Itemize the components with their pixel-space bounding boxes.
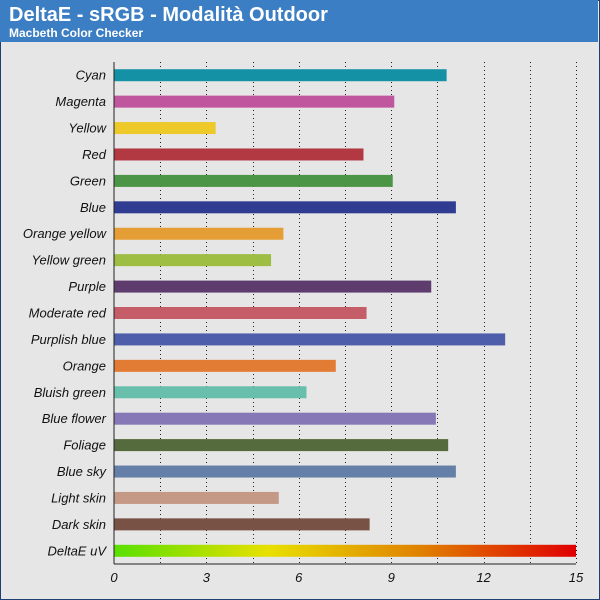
bar-magenta <box>114 95 395 108</box>
bar-green <box>114 174 393 187</box>
category-label: Blue <box>80 200 106 215</box>
bar-dark-skin <box>114 518 370 531</box>
category-label: Orange yellow <box>23 226 108 241</box>
category-label: Purple <box>68 279 106 294</box>
x-tick-label: 3 <box>203 570 211 585</box>
x-tick-label: 6 <box>295 570 303 585</box>
category-label: Light skin <box>51 490 106 505</box>
bar-light-skin <box>114 491 279 504</box>
bar-foliage <box>114 439 449 452</box>
chart-header: DeltaE - sRGB - Modalità Outdoor Macbeth… <box>0 0 598 42</box>
x-tick-label: 12 <box>476 570 491 585</box>
bar-yellow <box>114 122 216 135</box>
bar-orange <box>114 359 336 372</box>
category-label: Moderate red <box>29 306 107 321</box>
bar-purplish-blue <box>114 333 506 346</box>
x-tick-labels: 0 3 6 9 12 15 <box>110 570 584 585</box>
bar-purple <box>114 280 432 293</box>
bar-blue-flower <box>114 412 436 425</box>
category-label: Red <box>82 147 107 162</box>
category-label: DeltaE uV <box>47 543 107 558</box>
category-label: Blue sky <box>57 464 108 479</box>
category-label: Dark skin <box>52 517 106 532</box>
bar-cyan <box>114 69 447 82</box>
category-label: Orange <box>63 358 106 373</box>
category-label: Blue flower <box>42 411 107 426</box>
bar-deltae-uv <box>114 544 576 557</box>
category-label: Foliage <box>63 438 106 453</box>
chart-title: DeltaE - sRGB - Modalità Outdoor <box>9 4 328 26</box>
category-label: Magenta <box>55 94 106 109</box>
x-tick-label: 0 <box>110 570 118 585</box>
bar-blue <box>114 201 456 214</box>
category-label: Cyan <box>76 68 106 83</box>
category-label: Yellow <box>68 121 107 136</box>
x-tick-label: 9 <box>388 570 395 585</box>
bar-orange-yellow <box>114 227 284 240</box>
chart-subtitle: Macbeth Color Checker <box>9 26 144 40</box>
category-label: Yellow green <box>32 253 106 268</box>
bar-yellow-green <box>114 254 272 267</box>
category-label: Green <box>70 173 106 188</box>
x-tick-label: 15 <box>569 570 584 585</box>
bar-bluish-green <box>114 386 307 399</box>
category-label: Bluish green <box>34 385 106 400</box>
category-label: Purplish blue <box>31 332 106 347</box>
bars <box>114 69 576 557</box>
category-labels: Cyan Magenta Yellow Red Green Blue Orange yell… <box>23 68 108 559</box>
bar-moderate-red <box>114 307 367 319</box>
bar-red <box>114 148 364 161</box>
bar-blue-sky <box>114 465 456 478</box>
